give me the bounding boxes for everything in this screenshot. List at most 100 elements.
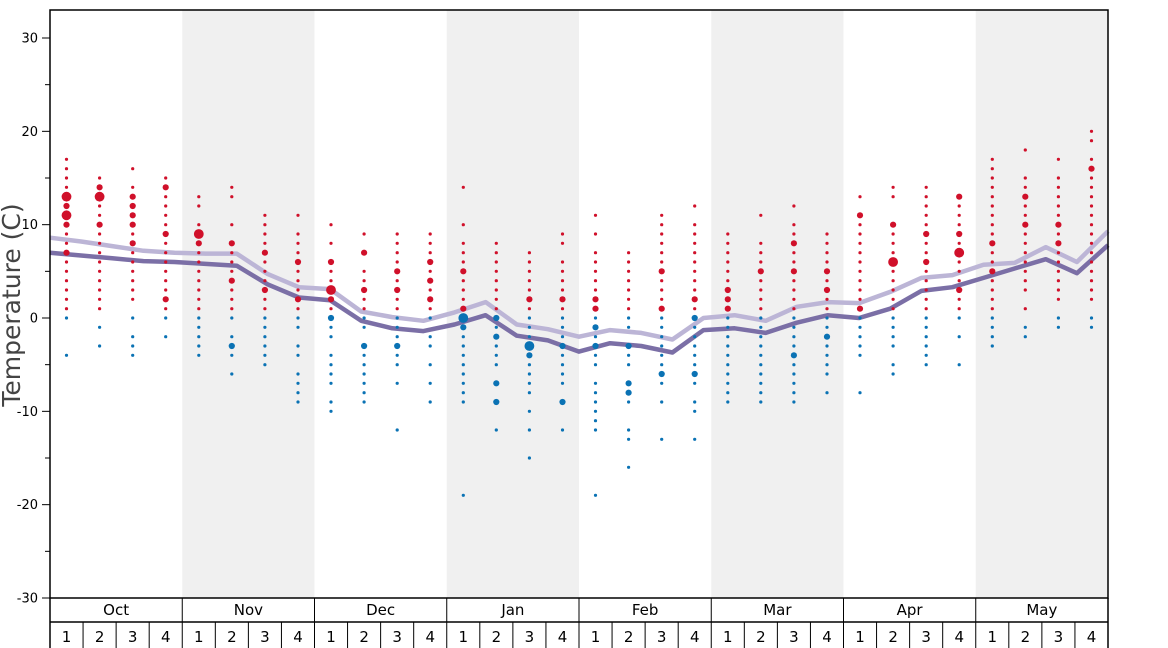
temperature-point	[263, 269, 267, 273]
temperature-point	[726, 353, 730, 357]
temperature-point	[660, 279, 664, 283]
temperature-point	[790, 352, 798, 359]
week-label: 3	[789, 628, 799, 646]
month-band	[182, 10, 315, 598]
temperature-point	[164, 204, 168, 208]
month-label: Oct	[103, 601, 129, 619]
temperature-point	[98, 297, 102, 301]
temperature-point	[792, 335, 796, 339]
temperature-point	[129, 221, 136, 228]
month-label: Feb	[632, 601, 659, 619]
temperature-point	[560, 363, 565, 367]
temperature-point	[627, 353, 631, 357]
temperature-point	[691, 296, 698, 303]
temperature-point	[858, 325, 862, 329]
temperature-point	[957, 297, 961, 301]
temperature-point	[891, 344, 895, 348]
temperature-point	[924, 297, 928, 301]
week-label: 1	[459, 628, 469, 646]
temperature-point	[891, 269, 895, 273]
temperature-point	[230, 223, 234, 227]
temperature-point	[792, 307, 796, 311]
temperature-point	[527, 325, 532, 329]
temperature-point	[1089, 232, 1094, 236]
temperature-point	[724, 296, 731, 303]
y-tick-label: -10	[17, 405, 38, 420]
temperature-point	[230, 251, 234, 255]
temperature-point	[660, 437, 664, 441]
temperature-point	[362, 307, 366, 311]
temperature-point	[263, 297, 267, 301]
temperature-point	[296, 372, 300, 376]
temperature-point	[924, 344, 928, 348]
temperature-point	[1023, 288, 1027, 292]
temperature-point	[858, 251, 862, 255]
temperature-point	[164, 279, 168, 283]
week-label: 3	[128, 628, 138, 646]
temperature-point	[461, 391, 465, 395]
temperature-point	[825, 307, 829, 311]
temperature-point	[395, 316, 399, 320]
temperature-point	[461, 353, 465, 357]
temperature-point	[1056, 176, 1060, 180]
temperature-point	[428, 232, 432, 236]
month-bands	[182, 10, 1108, 598]
temperature-point	[98, 176, 102, 180]
temperature-point	[162, 296, 169, 303]
temperature-point	[296, 391, 300, 395]
temperature-point	[792, 232, 796, 236]
temperature-point	[759, 335, 763, 339]
temperature-point	[658, 268, 665, 275]
temperature-point	[64, 241, 69, 245]
temperature-point	[990, 185, 994, 189]
temperature-point	[263, 344, 267, 348]
temperature-point	[990, 260, 994, 264]
temperature-point	[592, 342, 599, 350]
temperature-point	[957, 279, 961, 283]
temperature-point	[858, 232, 862, 236]
temperature-point	[660, 251, 664, 255]
temperature-point	[230, 195, 234, 199]
temperature-point	[527, 456, 532, 460]
temperature-point	[427, 296, 434, 303]
temperature-point	[759, 325, 763, 329]
temperature-point	[924, 241, 928, 245]
temperature-point	[329, 269, 333, 273]
temperature-point	[1089, 269, 1094, 273]
temperature-point	[395, 297, 399, 301]
temperature-point	[461, 400, 465, 404]
trend-lines	[49, 229, 1110, 355]
temperature-point	[825, 325, 829, 329]
temperature-point	[890, 221, 897, 228]
temperature-point	[461, 335, 465, 339]
temperature-point	[230, 307, 234, 311]
temperature-point	[1023, 251, 1027, 255]
temperature-point	[527, 409, 532, 413]
y-tick-label: 20	[21, 125, 38, 140]
week-label: 2	[492, 628, 502, 646]
temperature-point	[990, 232, 994, 236]
temperature-point	[329, 363, 333, 367]
temperature-point	[164, 335, 168, 339]
temperature-point	[790, 268, 798, 275]
temperature-point	[858, 353, 862, 357]
temperature-point	[1089, 260, 1094, 264]
week-label: 4	[425, 628, 435, 646]
temperature-point	[560, 288, 565, 292]
temperature-point	[891, 195, 895, 199]
temperature-point	[956, 230, 963, 238]
temperature-point	[230, 185, 234, 189]
temperature-point	[1056, 213, 1060, 217]
temperature-point	[957, 260, 961, 264]
temperature-point	[693, 363, 697, 367]
temperature-point	[691, 370, 698, 378]
temperature-point	[990, 288, 994, 292]
temperature-point	[131, 269, 135, 273]
temperature-point	[527, 372, 532, 376]
temperature-point	[825, 363, 829, 367]
month-band	[446, 10, 579, 598]
temperature-point	[693, 325, 697, 329]
temperature-point	[726, 381, 730, 385]
temperature-point	[660, 316, 664, 320]
temperature-point	[197, 288, 201, 292]
